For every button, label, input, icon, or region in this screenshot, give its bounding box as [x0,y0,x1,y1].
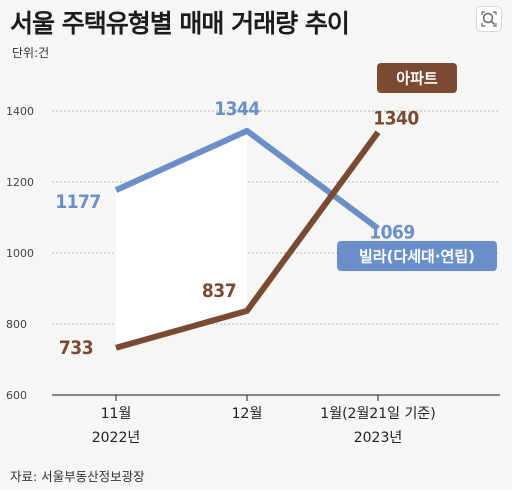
x-tick-label: 12월 [232,406,263,422]
apartment-series-tag: 아파트 [396,70,438,88]
apartment-series-line [115,130,381,351]
source-note: 자료: 서울부동산정보광장 [10,469,145,484]
villa-series-tag-box [337,241,497,271]
y-tick-label: 800 [6,318,27,331]
series-gap-fill [116,130,247,348]
villa-data-label: 1177 [55,191,101,213]
unit-label: 단위:건 [12,46,50,60]
y-tick-label: 1200 [6,176,34,189]
y-tick-label: 1000 [6,247,34,260]
apartment-series-tag-box [377,63,457,93]
x-tick-label-year: 2023년 [354,430,403,446]
x-tick-label: 11월 [101,406,132,422]
apartment-data-label: 837 [202,280,236,302]
x-tick-label: 1월(2월21일 기준) [320,406,435,422]
villa-data-label: 1069 [369,222,415,244]
apartment-data-label: 1340 [373,107,419,129]
villa-series-tag: 빌라(다세대·연립) [359,248,475,266]
search-zoom-icon[interactable] [476,6,502,32]
y-tick-label: 1400 [6,105,34,118]
chart-title: 서울 주택유형별 매매 거래량 추이 [10,9,350,38]
villa-data-label: 1344 [214,98,260,120]
y-tick-label: 600 [6,389,27,402]
x-tick-label-year: 2022년 [92,430,141,446]
apartment-data-label: 733 [59,337,93,359]
